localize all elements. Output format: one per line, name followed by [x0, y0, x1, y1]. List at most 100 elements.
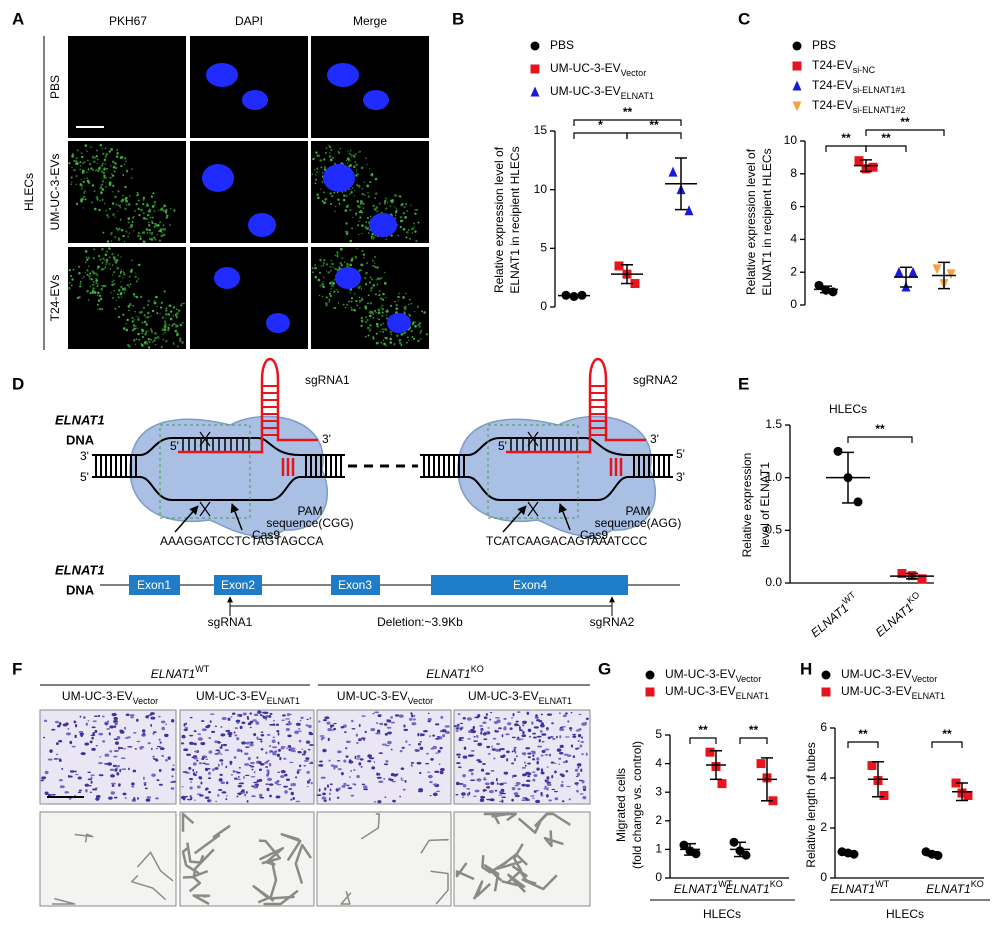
vesicle — [135, 280, 139, 283]
y-tick-label: 8 — [790, 166, 797, 180]
migrated-cell — [230, 774, 234, 776]
migrated-cell — [326, 784, 330, 788]
migrated-cell — [350, 770, 353, 772]
migrated-cell — [66, 732, 71, 736]
migrated-cell — [400, 779, 404, 781]
vesicle — [163, 228, 167, 231]
vesicle — [365, 271, 368, 275]
migrated-cell — [306, 740, 310, 742]
vesicle — [181, 341, 184, 344]
vesicle — [111, 274, 113, 276]
vesicle — [135, 203, 138, 206]
migrated-cell — [204, 796, 210, 799]
vesicle — [137, 207, 140, 211]
migrated-cell — [536, 761, 539, 765]
vesicle — [105, 153, 108, 156]
migrated-cell — [235, 719, 241, 723]
vesicle — [167, 329, 170, 332]
migrated-cell — [219, 773, 223, 776]
migrated-cell — [265, 718, 267, 721]
vesicle — [386, 201, 389, 204]
vesicle — [156, 336, 160, 339]
vesicle — [359, 307, 361, 309]
vesicle — [366, 184, 370, 188]
migrated-cell — [118, 783, 121, 787]
vesicle — [131, 221, 134, 224]
tube — [258, 846, 285, 866]
migrated-cell — [517, 787, 521, 791]
vesicle — [336, 288, 338, 291]
exon-label: Exon4 — [513, 578, 547, 592]
vesicle — [114, 307, 117, 310]
vesicle — [334, 267, 337, 270]
vesicle — [79, 161, 82, 164]
migrated-cell — [546, 776, 550, 780]
migrated-cell — [585, 717, 589, 721]
migrated-cell — [268, 762, 272, 767]
vesicle — [356, 183, 359, 186]
vesicle — [134, 209, 136, 212]
migrated-cell — [540, 754, 544, 757]
vesicle — [159, 312, 161, 315]
migrated-cell — [417, 732, 420, 737]
vesicle — [142, 196, 146, 199]
legend-label-main: PBS — [812, 38, 836, 52]
vesicle — [366, 216, 369, 219]
vesicle — [318, 271, 321, 274]
legend-marker — [792, 101, 802, 112]
vesicle — [403, 332, 406, 335]
migrated-cell — [276, 783, 282, 786]
migrated-cell — [350, 719, 354, 723]
migrated-cell — [333, 722, 337, 725]
migrated-cell — [59, 785, 65, 789]
vesicle — [112, 191, 114, 193]
migrated-cell — [482, 732, 487, 736]
strand-end: 5' — [80, 470, 89, 484]
vesicle — [363, 181, 366, 184]
vesicle — [101, 148, 104, 150]
vesicle — [330, 288, 333, 290]
migrated-cell — [532, 736, 537, 739]
migrated-cell — [273, 750, 277, 754]
vesicle — [162, 209, 165, 212]
vesicle — [329, 192, 332, 195]
vesicle — [353, 189, 356, 192]
migrated-cell — [232, 769, 236, 773]
vesicle — [111, 174, 115, 177]
vesicle — [367, 232, 370, 234]
vesicle — [383, 271, 386, 274]
vesicle — [123, 291, 126, 294]
vesicle — [153, 300, 156, 303]
migrated-cell — [427, 771, 431, 773]
group-label: HLECs — [22, 173, 36, 211]
migrated-cell — [439, 770, 444, 775]
y-tick-label: 0.5 — [765, 523, 782, 537]
vesicle — [99, 297, 103, 301]
row-label: UM-UC-3-EVs — [48, 154, 62, 231]
vesicle — [364, 277, 367, 280]
group-header-sup: WT — [195, 664, 209, 674]
migrated-cell — [435, 737, 440, 740]
vesicle — [312, 157, 315, 161]
migrated-cell — [390, 748, 393, 751]
migrated-cell — [577, 763, 582, 767]
migrated-cell — [503, 726, 507, 728]
migrated-cell — [147, 742, 151, 745]
x-tick-label-sup: WT — [718, 879, 732, 889]
migrated-cell — [64, 791, 70, 794]
migrated-cell — [470, 779, 476, 781]
y-tick-label: 0 — [820, 870, 827, 884]
migrated-cell — [170, 787, 175, 790]
migrated-cell — [122, 792, 127, 796]
migrated-cell — [412, 718, 416, 721]
migrated-cell — [225, 798, 228, 801]
vesicle — [151, 330, 153, 333]
vesicle — [416, 305, 420, 308]
migrated-cell — [344, 731, 347, 734]
vesicle — [316, 167, 319, 170]
vesicle — [100, 268, 103, 271]
vesicle — [338, 266, 341, 268]
migrated-cell — [399, 795, 401, 798]
migrated-cell — [539, 730, 543, 733]
legend-label: UM-UC-3-EVVector — [841, 667, 937, 684]
